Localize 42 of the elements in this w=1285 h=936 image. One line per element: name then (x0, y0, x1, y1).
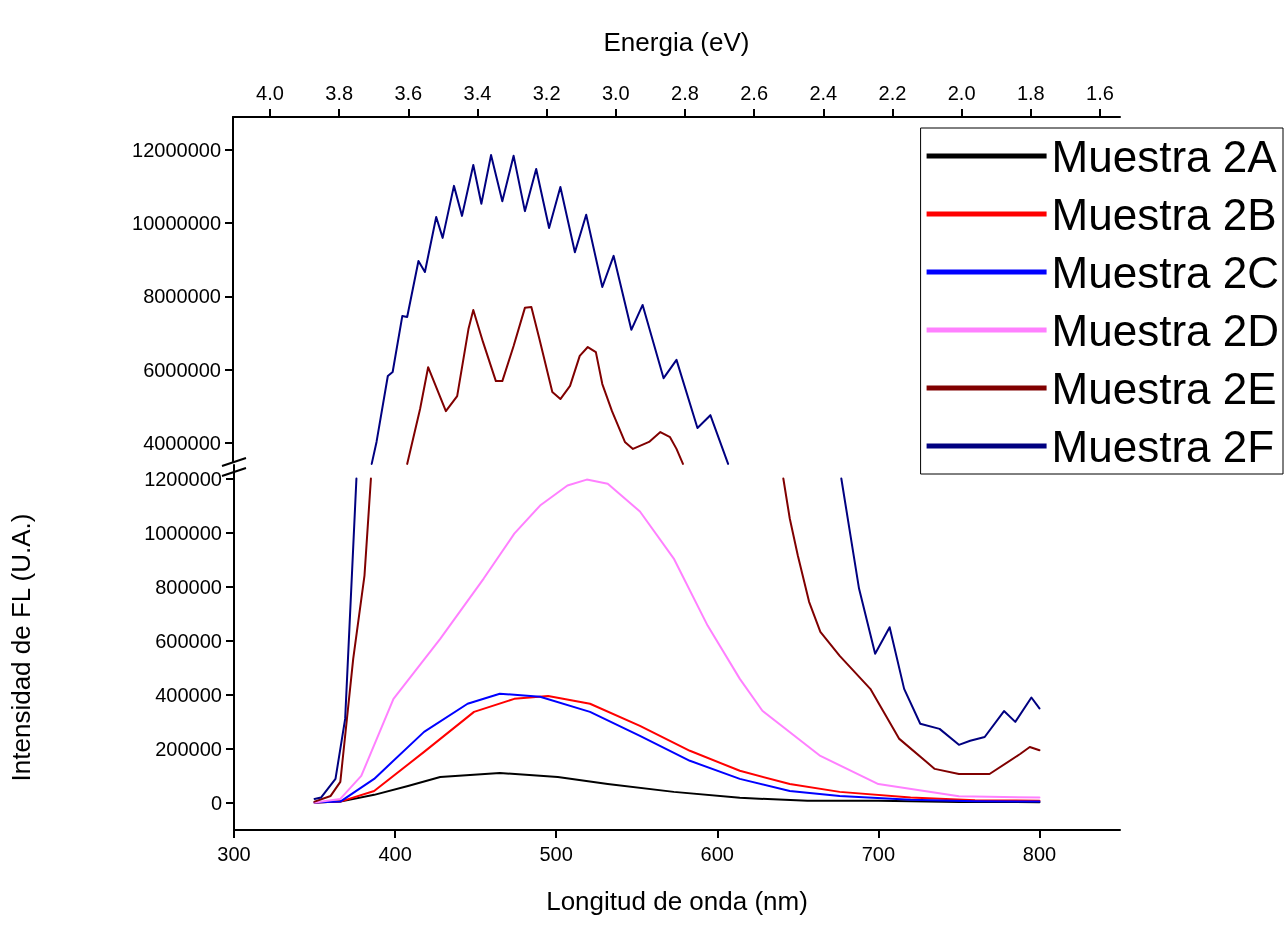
y-axis-title: Intensidad de FL (U.A.) (6, 513, 36, 782)
x-tick-label: 300 (217, 843, 251, 865)
x2-tick-label: 2.8 (671, 82, 699, 104)
x2-tick-label: 3.4 (463, 82, 492, 104)
legend-label: Muestra 2F (1051, 421, 1275, 471)
x-tick-label: 400 (378, 843, 412, 865)
y-tick-label: 12000000 (132, 138, 221, 161)
line-series (370, 154, 730, 465)
x-tick-label: 800 (1022, 843, 1057, 865)
legend-label: Muestra 2C (1051, 247, 1280, 297)
x-tick-label: 700 (861, 843, 896, 865)
x2-tick-label: 2.0 (947, 82, 976, 104)
y-tick-label: 800000 (155, 575, 222, 598)
y-tick-label: 10000000 (132, 212, 221, 235)
x2-tick-label: 3.2 (532, 82, 561, 104)
y-tick-label: 600000 (155, 629, 222, 652)
x-tick-label: 500 (539, 843, 573, 865)
y-tick-label: 1200000 (144, 467, 222, 490)
y-tick-label: 200000 (155, 737, 222, 760)
x2-tick-label: 2.4 (809, 82, 838, 104)
x2-tick-label: 1.6 (1086, 82, 1114, 104)
line-series (406, 306, 684, 465)
x2-tick-label: 2.6 (740, 82, 769, 104)
x2-tick-label: 3.0 (601, 82, 630, 104)
x2-tick-label: 3.6 (394, 82, 423, 104)
y-tick-label: 1000000 (144, 521, 222, 544)
y-tick-label: 4000000 (143, 432, 221, 455)
x-tick-label: 600 (700, 843, 734, 865)
legend-label: Muestra 2E (1051, 363, 1277, 413)
x2-axis-title: Energia (eV) (603, 27, 750, 57)
legend-label: Muestra 2D (1051, 305, 1280, 355)
legend-label: Muestra 2A (1051, 131, 1278, 181)
x2-tick-label: 2.2 (878, 82, 907, 104)
x2-tick-label: 1.8 (1016, 82, 1045, 104)
y-tick-label: 6000000 (143, 358, 221, 381)
legend-label: Muestra 2B (1051, 189, 1277, 239)
x-axis-title: Longitud de onda (nm) (546, 886, 808, 916)
y-tick-label: 8000000 (143, 285, 221, 308)
y-tick-label: 400000 (155, 683, 222, 706)
y-tick-label: 0 (210, 791, 222, 814)
x2-tick-label: 3.8 (325, 82, 354, 104)
x2-tick-label: 4.0 (256, 82, 284, 104)
